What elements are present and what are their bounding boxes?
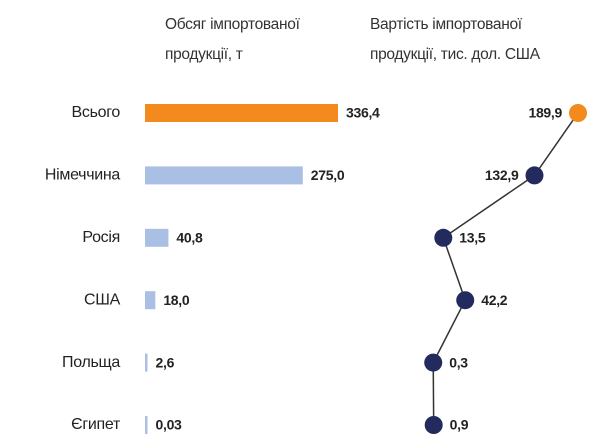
value-label: 275,0 (311, 167, 345, 183)
dot (424, 416, 443, 434)
category-label: Росія (82, 229, 120, 246)
bar (145, 228, 169, 247)
value-label: 2,6 (156, 354, 175, 370)
legend-header: Вартість імпортованої продукції, тис. до… (370, 16, 540, 63)
category-label: Німеччина (45, 167, 121, 184)
dot (456, 291, 475, 310)
legend-header: Обсяг імпортованої продукції, т (165, 16, 300, 63)
category-label: Єгипет (71, 416, 121, 433)
value-label: 0,03 (156, 417, 183, 433)
bar (145, 291, 156, 310)
value-label: 0,3 (449, 354, 468, 370)
value-label: 336,4 (346, 105, 380, 121)
category-label: Польща (62, 354, 120, 371)
value-label: 42,2 (481, 292, 508, 308)
bar (145, 166, 303, 185)
value-label: 132,9 (485, 167, 519, 183)
category-label: Всього (72, 104, 121, 121)
bar (145, 353, 148, 372)
line (432, 112, 579, 426)
dot (569, 104, 587, 122)
value-label: 13,5 (459, 230, 486, 246)
dot (525, 166, 544, 185)
bar (145, 416, 148, 434)
value-label: 40,8 (176, 230, 203, 246)
dot (424, 353, 443, 372)
value-label: 18,0 (163, 292, 190, 308)
value-label: 0,9 (450, 417, 469, 433)
dot (434, 228, 453, 247)
value-label: 189,9 (528, 105, 562, 121)
category-label: США (84, 291, 121, 308)
bar (145, 104, 338, 122)
